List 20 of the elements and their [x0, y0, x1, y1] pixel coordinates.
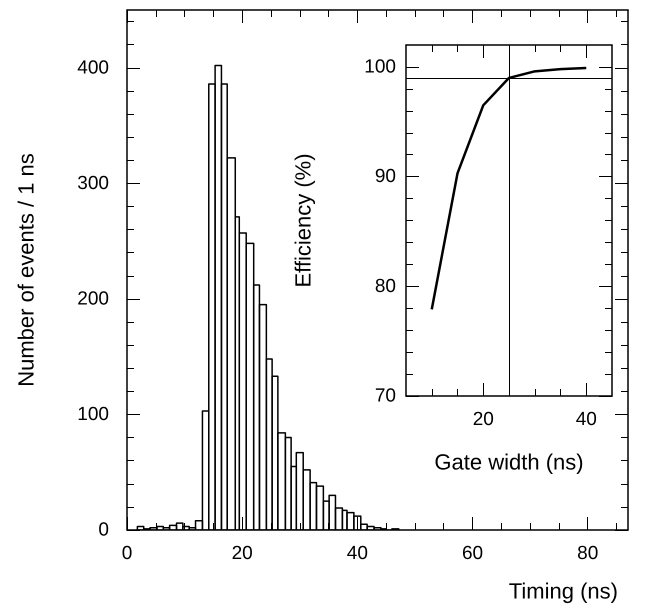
x-tick-label: 80: [577, 543, 598, 564]
x-tick-label: 60: [462, 543, 484, 564]
y-axis-title: Efficiency (%): [290, 153, 316, 288]
y-tick-label: 100: [77, 404, 109, 425]
y-tick-label: 70: [374, 386, 396, 406]
x-axis-title: Timing (ns): [508, 578, 618, 604]
y-tick-label: 80: [374, 276, 396, 297]
x-tick-label: 40: [576, 409, 597, 430]
y-tick-label: 100: [364, 56, 396, 78]
x-tick-label: 40: [346, 543, 368, 564]
y-tick-label: 300: [77, 172, 109, 194]
x-axis-title: Gate width (ns): [434, 450, 584, 474]
y-tick-label: 0: [98, 520, 109, 540]
x-tick-label: 20: [472, 409, 494, 430]
y-tick-label: 200: [77, 288, 109, 310]
x-tick-label: 0: [122, 543, 132, 564]
x-tick-label: 20: [232, 543, 253, 564]
y-tick-label: 400: [77, 57, 109, 78]
y-axis-title: Number of events / 1 ns: [14, 153, 38, 387]
y-tick-label: 90: [374, 166, 396, 188]
